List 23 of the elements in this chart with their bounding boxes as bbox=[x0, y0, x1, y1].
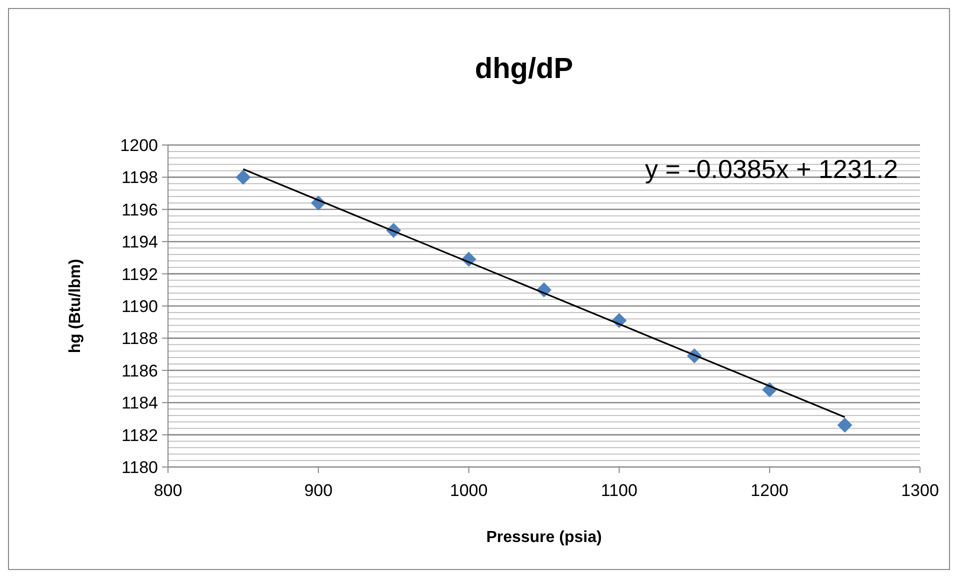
y-tick-label: 1186 bbox=[121, 361, 158, 380]
y-tick-label: 1188 bbox=[121, 329, 158, 348]
y-tick-label: 1180 bbox=[121, 458, 158, 477]
x-tick-label: 1300 bbox=[901, 481, 939, 500]
annotation: y = -0.0385x + 1231.2 bbox=[645, 154, 898, 184]
y-tick-label: 1194 bbox=[121, 232, 158, 252]
y-tick-label: 1184 bbox=[121, 394, 158, 413]
y-tick-label: 1200 bbox=[120, 136, 158, 155]
x-tick-label: 1200 bbox=[750, 481, 789, 500]
x-tick-label: 800 bbox=[154, 481, 182, 500]
y-tick-label: 1190 bbox=[121, 296, 158, 316]
x-tick-label: 900 bbox=[304, 481, 333, 500]
point bbox=[837, 418, 852, 433]
y-tick-label: 1182 bbox=[121, 426, 158, 445]
y-tick-label: 1198 bbox=[121, 168, 158, 188]
chart-title: dhg/dP bbox=[474, 53, 574, 85]
point bbox=[236, 170, 251, 185]
y-axis-title: hg (Btu/lbm) bbox=[67, 258, 84, 354]
x-tick-label: 1000 bbox=[450, 481, 488, 500]
x-tick-label: 1100 bbox=[600, 481, 638, 500]
y-tick-label: 1196 bbox=[121, 200, 158, 220]
x-axis-title: Pressure (psia) bbox=[486, 529, 602, 546]
y-tick-label: 1192 bbox=[121, 264, 158, 284]
